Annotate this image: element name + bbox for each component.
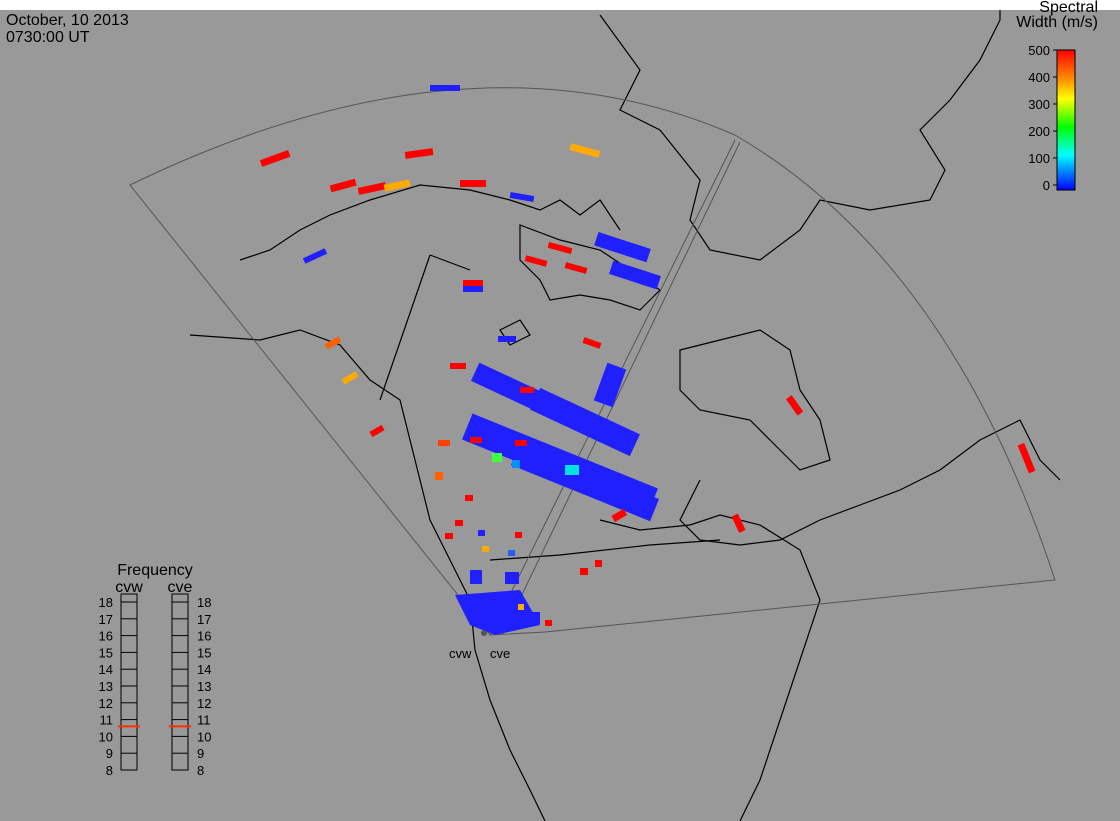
frequency-box (120, 593, 138, 771)
colorbar-title: Spectral (1039, 0, 1098, 16)
frequency-title: Frequency (117, 562, 193, 579)
colorbar-tick-label: 500 (1028, 43, 1050, 58)
frequency-tick-label: 18 (99, 595, 113, 610)
radar-name: cvw (115, 579, 143, 596)
echoes (259, 85, 1036, 636)
colorbar-title: Width (m/s) (1016, 14, 1098, 31)
frequency-tick-label: 14 (99, 662, 113, 677)
frequency-tick-label: 12 (99, 696, 113, 711)
frequency-tick-label: 13 (197, 679, 211, 694)
date-label: October, 10 2013 (6, 12, 129, 29)
colorbar (1056, 49, 1076, 191)
station-label: cve (490, 646, 510, 661)
frequency-tick-label: 9 (197, 746, 204, 761)
frequency-panel: cvw89101112131415161718cve89101112131415… (99, 579, 212, 778)
frequency-tick-label: 11 (100, 713, 114, 728)
coastlines (189, 10, 1061, 821)
colorbar-tick-label: 300 (1028, 97, 1050, 112)
colorbar-ticks: 0 100 200 300 400 500 (1028, 43, 1057, 193)
time-label: 0730:00 UT (6, 29, 90, 46)
frequency-tick-label: 15 (99, 645, 113, 660)
frequency-tick-label: 11 (197, 713, 211, 728)
frequency-tick-label: 16 (99, 629, 113, 644)
colorbar-tick-label: 100 (1028, 151, 1050, 166)
frequency-tick-label: 18 (197, 595, 211, 610)
frequency-tick-label: 8 (106, 763, 113, 778)
frequency-tick-label: 13 (99, 679, 113, 694)
frequency-tick-label: 10 (99, 729, 113, 744)
frequency-tick-label: 17 (197, 612, 211, 627)
colorbar-tick-label: 200 (1028, 124, 1050, 139)
colorbar-tick-label: 400 (1028, 70, 1050, 85)
radar-name: cve (168, 579, 193, 596)
frequency-tick-label: 14 (197, 662, 211, 677)
station-label: cvw (449, 646, 472, 661)
frequency-box (171, 593, 189, 771)
top-strip (0, 0, 1120, 10)
frequency-tick-label: 16 (197, 629, 211, 644)
colorbar-tick-label: 0 (1043, 178, 1050, 193)
frequency-tick-label: 9 (106, 746, 113, 761)
frequency-tick-label: 8 (197, 763, 204, 778)
radar-fov (129, 87, 1056, 636)
frequency-tick-label: 12 (197, 696, 211, 711)
frequency-tick-label: 10 (197, 729, 211, 744)
frequency-tick-label: 17 (99, 612, 113, 627)
frequency-tick-label: 15 (197, 645, 211, 660)
